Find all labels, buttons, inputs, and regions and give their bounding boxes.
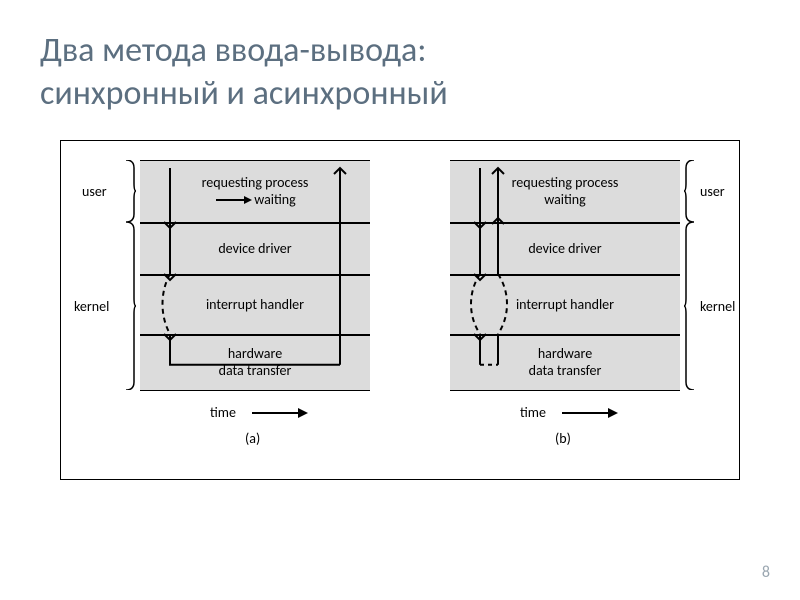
side-label-kernel-b: kernel: [700, 298, 735, 315]
band-label: device driver: [528, 241, 601, 258]
side-label-user-b: user: [700, 183, 725, 200]
band-0: requesting processwaiting: [450, 161, 680, 223]
band-1: device driver: [450, 223, 680, 275]
band-2: interrupt handler: [450, 275, 680, 335]
band-2: interrupt handler: [140, 275, 370, 335]
brace-kernel-a: [124, 222, 136, 390]
title-line2: синхронный и асинхронный: [40, 73, 448, 114]
waiting-arrow-icon: [214, 194, 254, 206]
title-line1: Два метода ввода-вывода:: [40, 30, 426, 71]
time-label-b: time: [520, 404, 546, 421]
brace-user-b: [684, 160, 696, 222]
band-label: hardwaredata transfer: [529, 346, 602, 380]
panel-asynchronous: requesting processwaiting device driver in…: [450, 160, 680, 390]
band-0: requesting processwaiting: [140, 161, 370, 223]
caption-a: (a): [245, 430, 260, 447]
band-label: interrupt handler: [516, 297, 614, 314]
side-label-kernel-a: kernel: [74, 298, 109, 315]
page-number: 8: [762, 563, 770, 582]
band-label: requesting processwaiting: [202, 175, 309, 209]
band-label: hardwaredata transfer: [219, 346, 292, 380]
band-3: hardwaredata transfer: [450, 335, 680, 391]
band-1: device driver: [140, 223, 370, 275]
band-label: device driver: [218, 241, 291, 258]
brace-kernel-b: [684, 222, 696, 390]
time-arrow-a: [250, 406, 310, 420]
time-arrow-b: [560, 406, 620, 420]
brace-user-a: [124, 160, 136, 222]
band-label: interrupt handler: [206, 297, 304, 314]
band-label: requesting processwaiting: [512, 175, 619, 209]
time-label-a: time: [210, 404, 236, 421]
side-label-user-a: user: [82, 183, 107, 200]
band-3: hardwaredata transfer: [140, 335, 370, 391]
panel-synchronous: requesting processwaiting device driver in…: [140, 160, 370, 390]
caption-b: (b): [555, 430, 571, 447]
slide-title: Два метода ввода-вывода: синхронный и ас…: [40, 30, 760, 115]
